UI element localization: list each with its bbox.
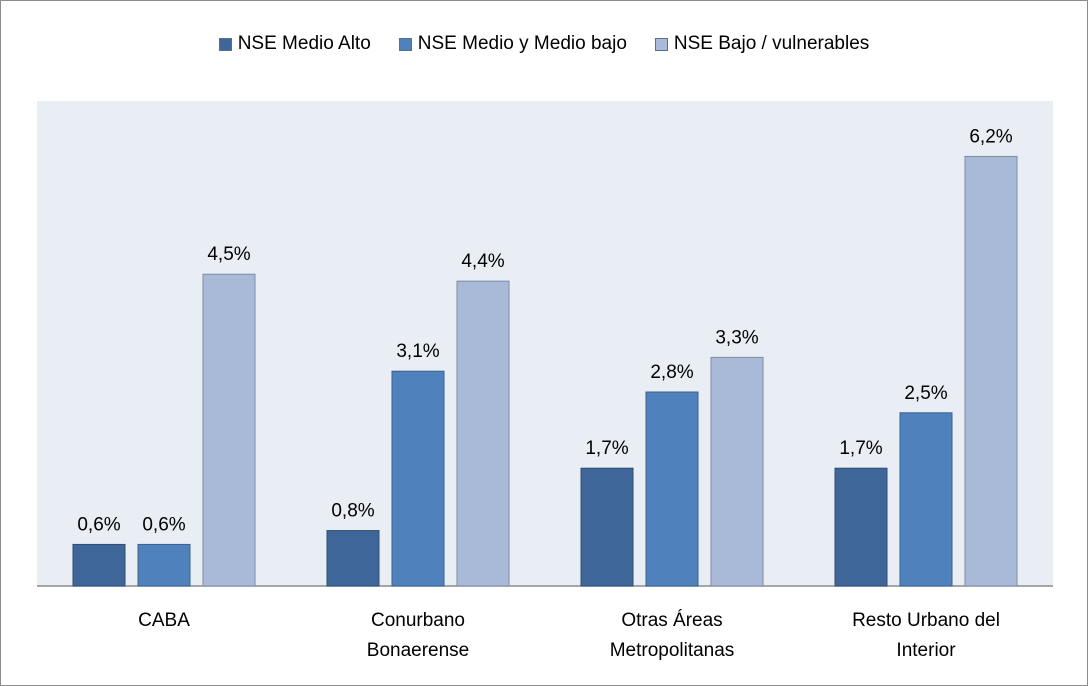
x-tick-label: Otras Áreas Metropolitanas	[609, 610, 735, 661]
bar	[456, 280, 510, 587]
data-label: 1,7%	[839, 438, 882, 459]
data-label: 0,6%	[77, 514, 120, 535]
x-tick-label: Resto Urbano del Interior	[852, 610, 1000, 661]
data-label: 4,4%	[461, 251, 504, 272]
bar	[391, 370, 445, 587]
bar	[72, 543, 126, 587]
data-label: 2,5%	[904, 383, 947, 404]
data-label: 2,8%	[650, 362, 693, 383]
bar	[710, 356, 764, 587]
legend-label: NSE Medio Alto	[237, 33, 371, 54]
legend: NSE Medio Alto NSE Medio y Medio bajo NSE …	[1, 33, 1087, 55]
bar	[964, 155, 1018, 587]
data-label: 3,3%	[715, 327, 758, 348]
bar	[137, 543, 191, 587]
data-label: 6,2%	[969, 126, 1012, 147]
bar	[899, 412, 953, 587]
bar	[580, 467, 634, 587]
bar	[326, 530, 380, 587]
data-label: 4,5%	[207, 244, 250, 265]
data-label: 0,6%	[142, 514, 185, 535]
legend-item: NSE Medio y Medio bajo	[398, 33, 627, 55]
legend-item: NSE Bajo / vulnerables	[654, 33, 870, 55]
data-label: 1,7%	[585, 438, 628, 459]
legend-item: NSE Medio Alto	[218, 33, 371, 55]
legend-swatch	[398, 37, 412, 51]
bar	[202, 273, 256, 587]
x-tick-label: Conurbano Bonaerense	[366, 610, 470, 661]
data-label: 3,1%	[396, 341, 439, 362]
x-tick-label: CABA	[138, 610, 190, 631]
legend-label: NSE Medio y Medio bajo	[417, 33, 627, 54]
legend-swatch	[218, 37, 232, 51]
bar	[834, 467, 888, 587]
data-label: 0,8%	[331, 501, 374, 522]
legend-swatch	[654, 37, 668, 51]
bar	[645, 391, 699, 587]
legend-label: NSE Bajo / vulnerables	[673, 33, 870, 54]
